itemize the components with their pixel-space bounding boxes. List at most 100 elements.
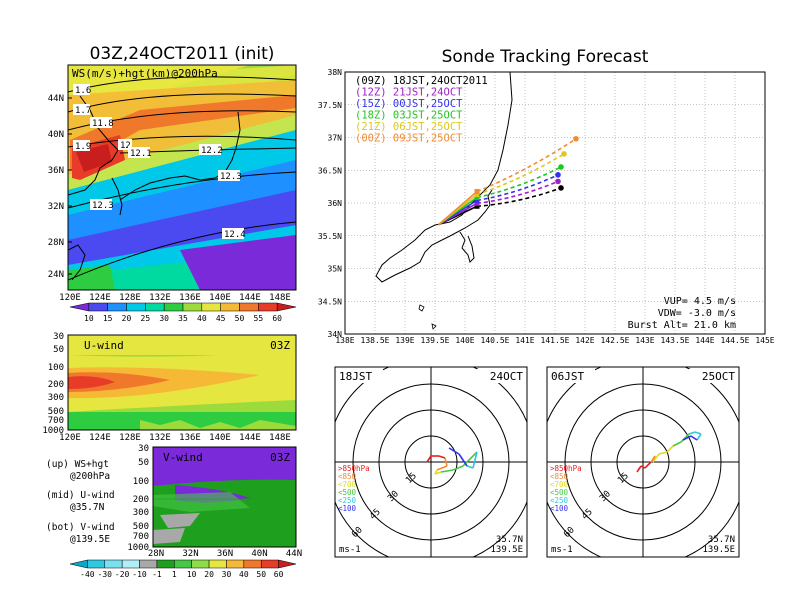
track-lon-label: 142.5E <box>601 336 630 345</box>
colorbar-label: 35 <box>178 314 188 323</box>
u-pressure-label: 700 <box>48 416 64 426</box>
note-bot: (bot) V-wind <box>46 522 115 533</box>
map-lat-label: 32N <box>48 202 64 212</box>
track-lon-label: 143E <box>635 336 654 345</box>
track-lat-label: 36N <box>328 199 343 208</box>
hodograph-segment <box>434 471 442 475</box>
colorbar-swatch <box>220 302 240 312</box>
hodograph-segment <box>682 435 692 441</box>
track-lat-label: 35.5N <box>318 232 342 241</box>
level-legend: <100 <box>338 504 357 513</box>
burst-marker <box>474 189 480 195</box>
hodograph-segment <box>436 465 448 471</box>
u-pressure-label: 300 <box>48 393 64 403</box>
colorbar-swatch <box>191 559 210 569</box>
launch-legend: (09Z) 18JST,24OCT2011 <box>355 75 488 87</box>
v-pressure-label: 200 <box>133 495 149 505</box>
colorbar-swatch <box>201 302 221 312</box>
colorbar-swatch <box>145 302 165 312</box>
v-lat-label: 44N <box>286 549 302 559</box>
colorbar-swatch <box>276 302 297 312</box>
u-lon-label: 148E <box>269 433 291 443</box>
contour-label: 11.8 <box>92 119 114 129</box>
track-lon-label: 138E <box>335 336 354 345</box>
colorbar-label: -30 <box>98 570 113 579</box>
v-wind-time: 03Z <box>270 451 290 464</box>
level-legend: <250 <box>338 496 357 505</box>
hodograph-segment <box>666 445 674 453</box>
unit-label: ms-1 <box>551 545 573 555</box>
colorbar-label: 20 <box>122 314 132 323</box>
map-header: WS(m/s)+hgt(km)@200hPa <box>72 67 218 80</box>
colorbar-swatch <box>278 559 297 569</box>
colorbar-label: 45 <box>216 314 226 323</box>
hodograph-segment <box>636 465 642 473</box>
track-lon-label: 140E <box>455 336 474 345</box>
map-lon-label: 132E <box>149 293 171 303</box>
level-legend: <700 <box>550 480 569 489</box>
landing-marker <box>561 151 567 157</box>
u-pressure-label: 50 <box>53 345 64 355</box>
label-bg <box>477 369 525 383</box>
colorbar-label: 30 <box>159 314 169 323</box>
v-pressure-label: 50 <box>138 458 149 468</box>
v-lat-label: 32N <box>182 549 198 559</box>
map-lat-label: 40N <box>48 130 64 140</box>
colorbar-swatch <box>69 302 90 312</box>
hodograph-segment <box>452 465 464 471</box>
level-legend: <250 <box>550 496 569 505</box>
track-ascent <box>438 190 478 226</box>
track-lon-label: 141.5E <box>541 336 570 345</box>
level-legend: >850hPa <box>550 464 582 473</box>
track-lon-label: 141E <box>515 336 534 345</box>
u-wind-time: 03Z <box>270 339 290 352</box>
colorbar-label: 50 <box>256 570 266 579</box>
track-descent <box>476 187 562 208</box>
map-lat-label: 24N <box>48 270 64 280</box>
colorbar-label: 10 <box>84 314 94 323</box>
colorbar-label: 50 <box>235 314 245 323</box>
u-lon-label: 120E <box>59 433 81 443</box>
colorbar-label: 15 <box>103 314 113 323</box>
colorbar-swatch <box>174 559 192 569</box>
note-mid: (mid) U-wind <box>46 490 115 501</box>
main-title: Sonde Tracking Forecast <box>442 47 649 67</box>
track-lon-label: 138.5E <box>361 336 390 345</box>
param-burst: Burst Alt= 21.0 km <box>628 320 736 331</box>
colorbar-label: 60 <box>274 570 284 579</box>
track-descent <box>476 180 559 205</box>
left-title: 03Z,24OCT2011 (init) <box>90 44 275 64</box>
v-pressure-label: 700 <box>133 532 149 542</box>
colorbar-swatch <box>104 559 123 569</box>
map-lon-label: 144E <box>239 293 261 303</box>
colorbar-swatch <box>87 559 106 569</box>
hodograph-segment <box>438 455 446 459</box>
burst-marker <box>474 200 480 206</box>
track-lon-label: 142E <box>575 336 594 345</box>
launch-legend: (15Z) 00JST,25OCT <box>355 98 463 110</box>
track-panel: 38N 37.5N 37N 36.5N 36N 35.5N 35N 34.5N 34N 138E… <box>318 68 775 345</box>
u-lon-label: 124E <box>89 433 111 443</box>
v-pressure-label: 1000 <box>127 543 149 553</box>
hodograph-segment <box>640 465 646 469</box>
v-lat-label: 28N <box>148 549 164 559</box>
track-lat-label: 35N <box>328 265 343 274</box>
contour-label: 12.2 <box>201 146 223 156</box>
colorbar-label: 30 <box>222 570 232 579</box>
windspeed-map: 1.6 1.7 11.8 1.9 12 12.1 12.2 12.3 12.3 … <box>48 64 297 303</box>
colorbar-label: 20 <box>204 570 214 579</box>
contour-label: 12.3 <box>92 201 114 211</box>
contour-label: 12.1 <box>130 149 152 159</box>
contour-label: 1.9 <box>75 142 91 152</box>
u-wind-title: U-wind <box>84 339 124 352</box>
map-lon-label: 136E <box>179 293 201 303</box>
v-pressure-label: 500 <box>133 522 149 532</box>
label-bg <box>337 369 383 383</box>
u-pressure-label: 100 <box>48 363 64 373</box>
contour-label: 1.7 <box>75 106 91 116</box>
track-lon-label: 139E <box>395 336 414 345</box>
track-lon-label: 140.5E <box>481 336 510 345</box>
level-legend: <850 <box>338 472 357 481</box>
